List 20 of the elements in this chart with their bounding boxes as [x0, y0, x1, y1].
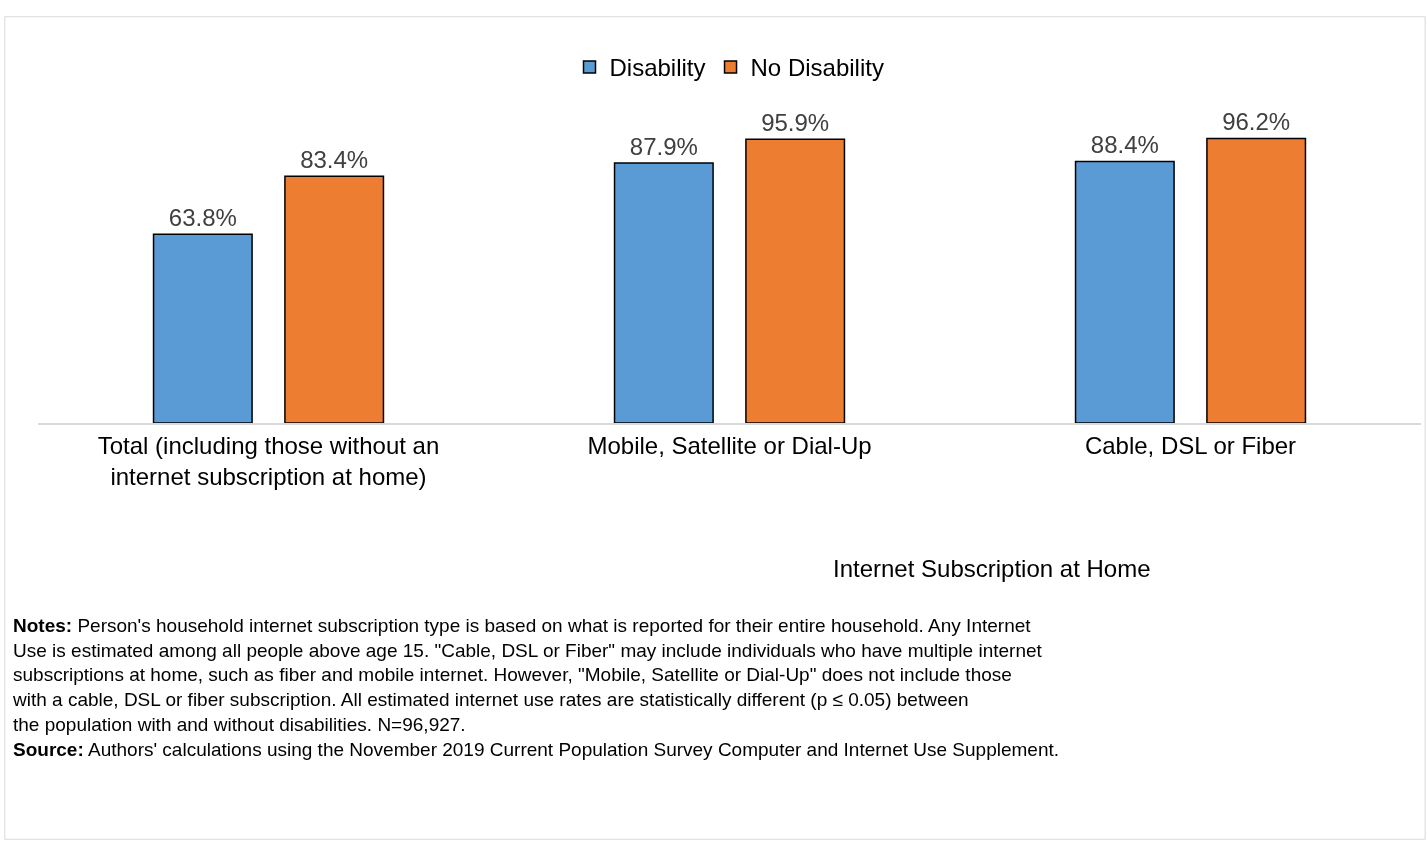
x-tick-label: Total (including those without an internet subscription at home) — [97, 431, 440, 490]
data-label: 96.2% — [1222, 108, 1291, 136]
x-tick-label: Cable, DSL or Fiber — [1084, 431, 1297, 459]
bar — [1074, 160, 1175, 423]
data-label: 88.4% — [1090, 131, 1159, 159]
bar — [152, 233, 253, 423]
source-note: Source: Authors' calculations using the November 2019 Current Population Survey Computer and Internet Use Supplement. — [13, 738, 1060, 760]
data-label: 87.9% — [629, 132, 698, 160]
legend-label: No Disability — [750, 54, 884, 82]
data-label: 83.4% — [300, 146, 369, 174]
bar — [1206, 137, 1307, 423]
x-tick-label: Mobile, Satellite or Dial-Up — [587, 431, 872, 459]
bar — [745, 138, 846, 423]
data-label: 95.9% — [761, 109, 830, 137]
legend-label: Disability — [609, 54, 706, 82]
bar — [284, 175, 385, 423]
text: Notes: Person's household internet subscription type is based on what is reported for their entire household. Any Internet Use is estimated among all people above age 15. "Cable, DSL or Fiber" may include individuals who have multiple internet subscriptions at home, such as fiber and mobile internet. However, "Mobile, Satellite or Dial-Up" does not include those with a cable, DSL or fiber subscription. All estimated internet use rates are statistically different (p ≤ 0.05) between the population with and without disabilities. N=96,927. — [12, 615, 1043, 735]
data-label: 63.8% — [168, 204, 237, 232]
x-axis-title: Internet Subscription at Home — [833, 555, 1151, 582]
bar — [613, 162, 714, 423]
